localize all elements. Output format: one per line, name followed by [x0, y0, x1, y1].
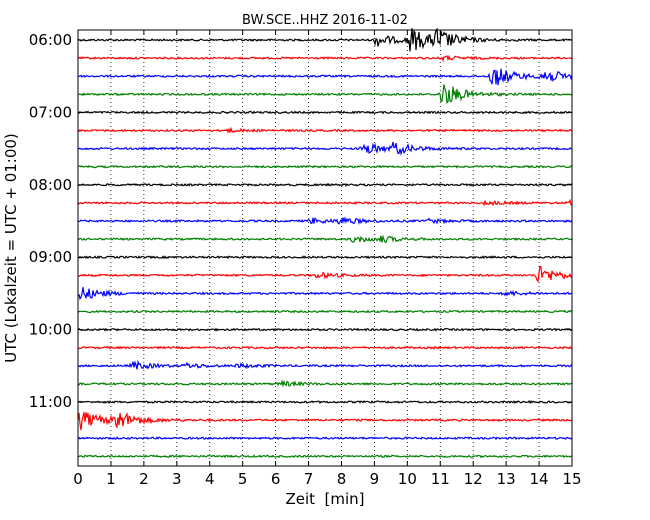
trace-row-12	[77, 255, 573, 260]
x-axis-label: Zeit [min]	[285, 490, 364, 508]
x-tick-label: 6	[271, 470, 281, 488]
trace-row-1	[77, 54, 573, 63]
x-tick-label: 15	[562, 470, 581, 488]
x-tick-label: 9	[370, 470, 380, 488]
chart-title: BW.SCE..HHZ 2016-11-02	[242, 13, 408, 28]
seismogram-traces	[77, 27, 573, 459]
y-tick-label: 11:00	[29, 393, 72, 411]
y-tick-label: 08:00	[29, 176, 72, 194]
x-tick-label: 3	[172, 470, 182, 488]
trace-row-21	[77, 411, 573, 431]
y-tick-label: 06:00	[29, 31, 72, 49]
x-tick-label: 13	[497, 470, 516, 488]
trace-row-15	[77, 309, 573, 314]
y-tick-label: 09:00	[29, 248, 72, 266]
y-axis-label: UTC (Lokalzeit = UTC + 01:00)	[2, 133, 20, 363]
trace-row-3	[77, 84, 573, 105]
y-tick-label: 10:00	[29, 321, 72, 339]
plot-frame	[77, 29, 573, 467]
x-tick-label: 10	[398, 470, 417, 488]
x-axis: 0 1 2 3 4 5 6 7 8 9 10 11 12 13 14 15	[73, 30, 582, 488]
trace-row-9	[77, 198, 573, 207]
trace-row-14	[77, 287, 573, 301]
trace-row-20	[77, 399, 573, 405]
x-tick-label: 5	[238, 470, 248, 488]
trace-row-17	[77, 345, 573, 350]
grid-lines	[110, 30, 540, 466]
trace-row-22	[77, 436, 573, 441]
trace-row-18	[77, 359, 573, 370]
x-tick-label: 11	[431, 470, 450, 488]
x-tick-label: 14	[530, 470, 549, 488]
trace-row-0	[77, 27, 573, 52]
trace-row-16	[77, 327, 573, 332]
x-tick-label: 8	[337, 470, 347, 488]
trace-row-4	[77, 110, 573, 115]
trace-row-23	[77, 454, 573, 459]
x-tick-label: 1	[106, 470, 116, 488]
trace-row-13	[77, 265, 573, 283]
x-tick-label: 7	[304, 470, 314, 488]
trace-row-5	[77, 126, 573, 134]
trace-row-19	[77, 379, 573, 388]
x-tick-label: 0	[73, 470, 83, 488]
x-tick-label: 4	[205, 470, 215, 488]
trace-row-6	[77, 141, 572, 156]
trace-row-8	[77, 182, 573, 187]
x-tick-label: 2	[139, 470, 149, 488]
trace-row-11	[77, 234, 573, 244]
y-axis: 06:00 07:00 08:00 09:00 10:00 11:00	[29, 31, 572, 411]
trace-row-10	[77, 216, 573, 226]
x-tick-label: 12	[464, 470, 483, 488]
trace-row-7	[77, 164, 573, 169]
trace-row-2	[77, 68, 573, 86]
y-tick-label: 07:00	[29, 103, 72, 121]
